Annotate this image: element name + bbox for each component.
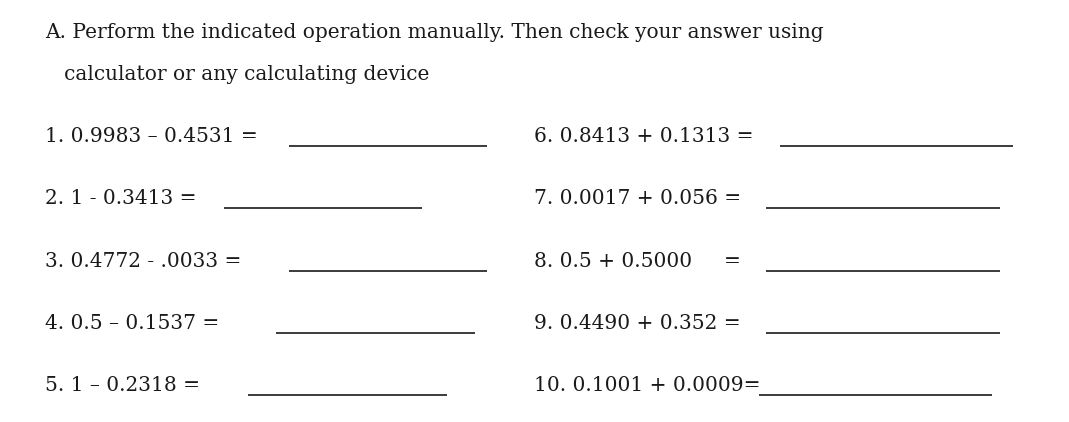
Text: 2. 1 - 0.3413 =: 2. 1 - 0.3413 = xyxy=(45,189,203,208)
Text: calculator or any calculating device: calculator or any calculating device xyxy=(45,65,430,84)
Text: 4. 0.5 – 0.1537 =: 4. 0.5 – 0.1537 = xyxy=(45,314,219,333)
Text: 5. 1 – 0.2318 =: 5. 1 – 0.2318 = xyxy=(45,376,200,395)
Text: 10. 0.1001 + 0.0009=: 10. 0.1001 + 0.0009= xyxy=(534,376,761,395)
Text: 6. 0.8413 + 0.1313 =: 6. 0.8413 + 0.1313 = xyxy=(534,127,754,146)
Text: 9. 0.4490 + 0.352 =: 9. 0.4490 + 0.352 = xyxy=(534,314,741,333)
Text: 8. 0.5 + 0.5000     =: 8. 0.5 + 0.5000 = xyxy=(534,252,742,271)
Text: A. Perform the indicated operation manually. Then check your answer using: A. Perform the indicated operation manua… xyxy=(45,23,823,42)
Text: 3. 0.4772 - .0033 =: 3. 0.4772 - .0033 = xyxy=(45,252,242,271)
Text: 1. 0.9983 – 0.4531 =: 1. 0.9983 – 0.4531 = xyxy=(45,127,264,146)
Text: 7. 0.0017 + 0.056 =: 7. 0.0017 + 0.056 = xyxy=(534,189,742,208)
